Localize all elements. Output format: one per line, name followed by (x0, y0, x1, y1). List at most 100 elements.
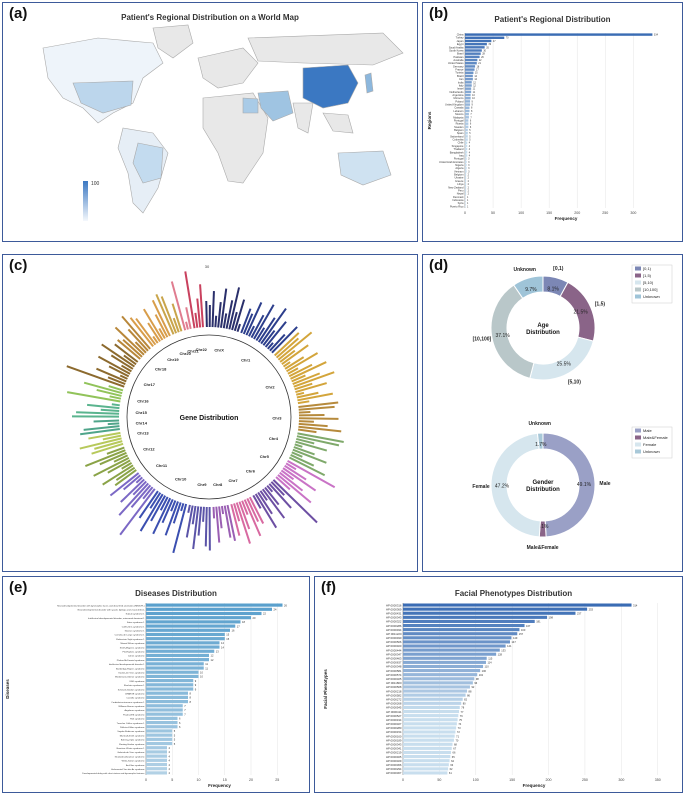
bar (146, 653, 209, 658)
value-label: 8 (471, 107, 473, 110)
gene-bar (106, 446, 125, 455)
category-label: HP:0000194 (386, 718, 402, 722)
bar (465, 195, 466, 199)
gene-bar (246, 498, 260, 522)
gene-bar (280, 469, 295, 481)
category-label: HP:0000329 (386, 759, 402, 763)
bar (146, 695, 188, 699)
value-label: 8 (471, 110, 473, 113)
bar (465, 198, 466, 202)
panel-label: (b) (429, 5, 449, 22)
category-label: Brazil (457, 74, 464, 78)
gene-bar (152, 335, 159, 344)
gene-bar (233, 299, 246, 332)
category-label: Costello syndrome (126, 697, 145, 700)
chromosome-label: Chr9 (197, 482, 207, 487)
gene-bar (222, 313, 228, 329)
category-label: Neurodevelopmental disorder with dysmorp… (57, 604, 145, 607)
gene-bar (275, 476, 291, 491)
bar (146, 712, 183, 716)
value-label: 62 (450, 767, 453, 771)
gene-bar (164, 501, 179, 536)
slice-category-label: Male&Female (527, 545, 559, 551)
gene-bar (275, 337, 300, 359)
value-label: 102 (479, 673, 484, 677)
category-label: Iran (459, 77, 464, 81)
category-label: CHARGE syndrome (125, 692, 145, 695)
bar (465, 176, 467, 179)
value-label: 7 (470, 116, 472, 119)
x-tick-label: 20 (249, 778, 253, 782)
bar (403, 734, 455, 738)
gene-bar (264, 486, 280, 506)
gene-bar (211, 291, 215, 328)
gene-bar (93, 457, 130, 477)
gene-bar (119, 488, 156, 536)
gene-bar (204, 506, 208, 547)
value-label: 7 (184, 712, 186, 716)
gene-bar (298, 417, 339, 420)
legend-swatch (635, 442, 641, 447)
value-label: 5 (174, 738, 176, 742)
value-label: 5 (469, 135, 471, 138)
value-label: 3 (468, 158, 470, 161)
value-label: 11 (205, 662, 208, 666)
bar (403, 701, 462, 705)
x-tick-label: 200 (574, 211, 580, 215)
bar (465, 106, 470, 109)
category-label: HP:0000494 (386, 628, 402, 632)
value-label: 16 (232, 629, 235, 633)
value-label: 4 (169, 763, 171, 767)
gene-bar (230, 503, 241, 536)
value-label: 157 (519, 632, 524, 636)
value-label: 12 (211, 658, 214, 662)
value-label: 5 (469, 129, 471, 132)
gene-bar (228, 287, 241, 330)
chromosome-label: Chr17 (144, 382, 156, 387)
bar (465, 205, 466, 208)
value-label: 18 (242, 620, 245, 624)
gene-bar (282, 467, 317, 492)
category-label: Rett syndrome (130, 718, 145, 721)
gene-bar (264, 321, 287, 348)
legend-swatch (635, 280, 641, 285)
bar (465, 112, 469, 116)
category-label: HP:0000582 (386, 693, 402, 697)
bar (403, 693, 466, 697)
donut-title-line2: Distribution (526, 487, 560, 493)
bar (465, 141, 468, 144)
x-tick-label: 25 (275, 778, 279, 782)
x-tick-label: 0 (145, 778, 147, 782)
gene-bar (257, 491, 273, 515)
value-label: 65 (452, 755, 455, 759)
bar (146, 632, 225, 637)
value-label: 5 (469, 139, 471, 142)
chromosome-label: Chr15 (135, 410, 147, 415)
category-label: HP:0000218 (386, 689, 402, 693)
bar (403, 718, 458, 722)
value-label: 12 (473, 84, 476, 87)
value-label: 67 (453, 747, 456, 751)
gene-bar (114, 469, 137, 487)
gene-bar (127, 328, 149, 352)
value-label: 1 (467, 205, 469, 208)
value-label: 17 (476, 69, 479, 72)
category-label: HP:0000341 (386, 747, 402, 751)
value-label: 9 (195, 687, 197, 691)
map-region-middle-east (257, 90, 294, 122)
category-label: HP:0011800 (386, 681, 402, 685)
bar (403, 771, 448, 775)
bar (403, 681, 473, 685)
bar (465, 182, 467, 186)
category-label: Malaysia (453, 115, 464, 119)
value-label: 66 (453, 751, 456, 755)
panel-f-facial-phenotypes: (f) Facial Phenotypes Distribution 0 50 10… (314, 576, 683, 793)
value-label: 3 (468, 170, 470, 173)
bar (465, 87, 472, 90)
bar (403, 709, 460, 714)
gene-bar (83, 381, 123, 395)
gene-bar (170, 500, 177, 512)
category-label: Mowat-Wilson syndrome (121, 642, 146, 645)
bar (465, 138, 468, 141)
value-label: 181 (536, 620, 541, 624)
